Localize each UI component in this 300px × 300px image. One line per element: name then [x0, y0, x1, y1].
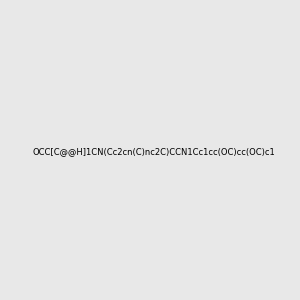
- Text: OCC[C@@H]1CN(Cc2cn(C)nc2C)CCN1Cc1cc(OC)cc(OC)c1: OCC[C@@H]1CN(Cc2cn(C)nc2C)CCN1Cc1cc(OC)c…: [32, 147, 275, 156]
